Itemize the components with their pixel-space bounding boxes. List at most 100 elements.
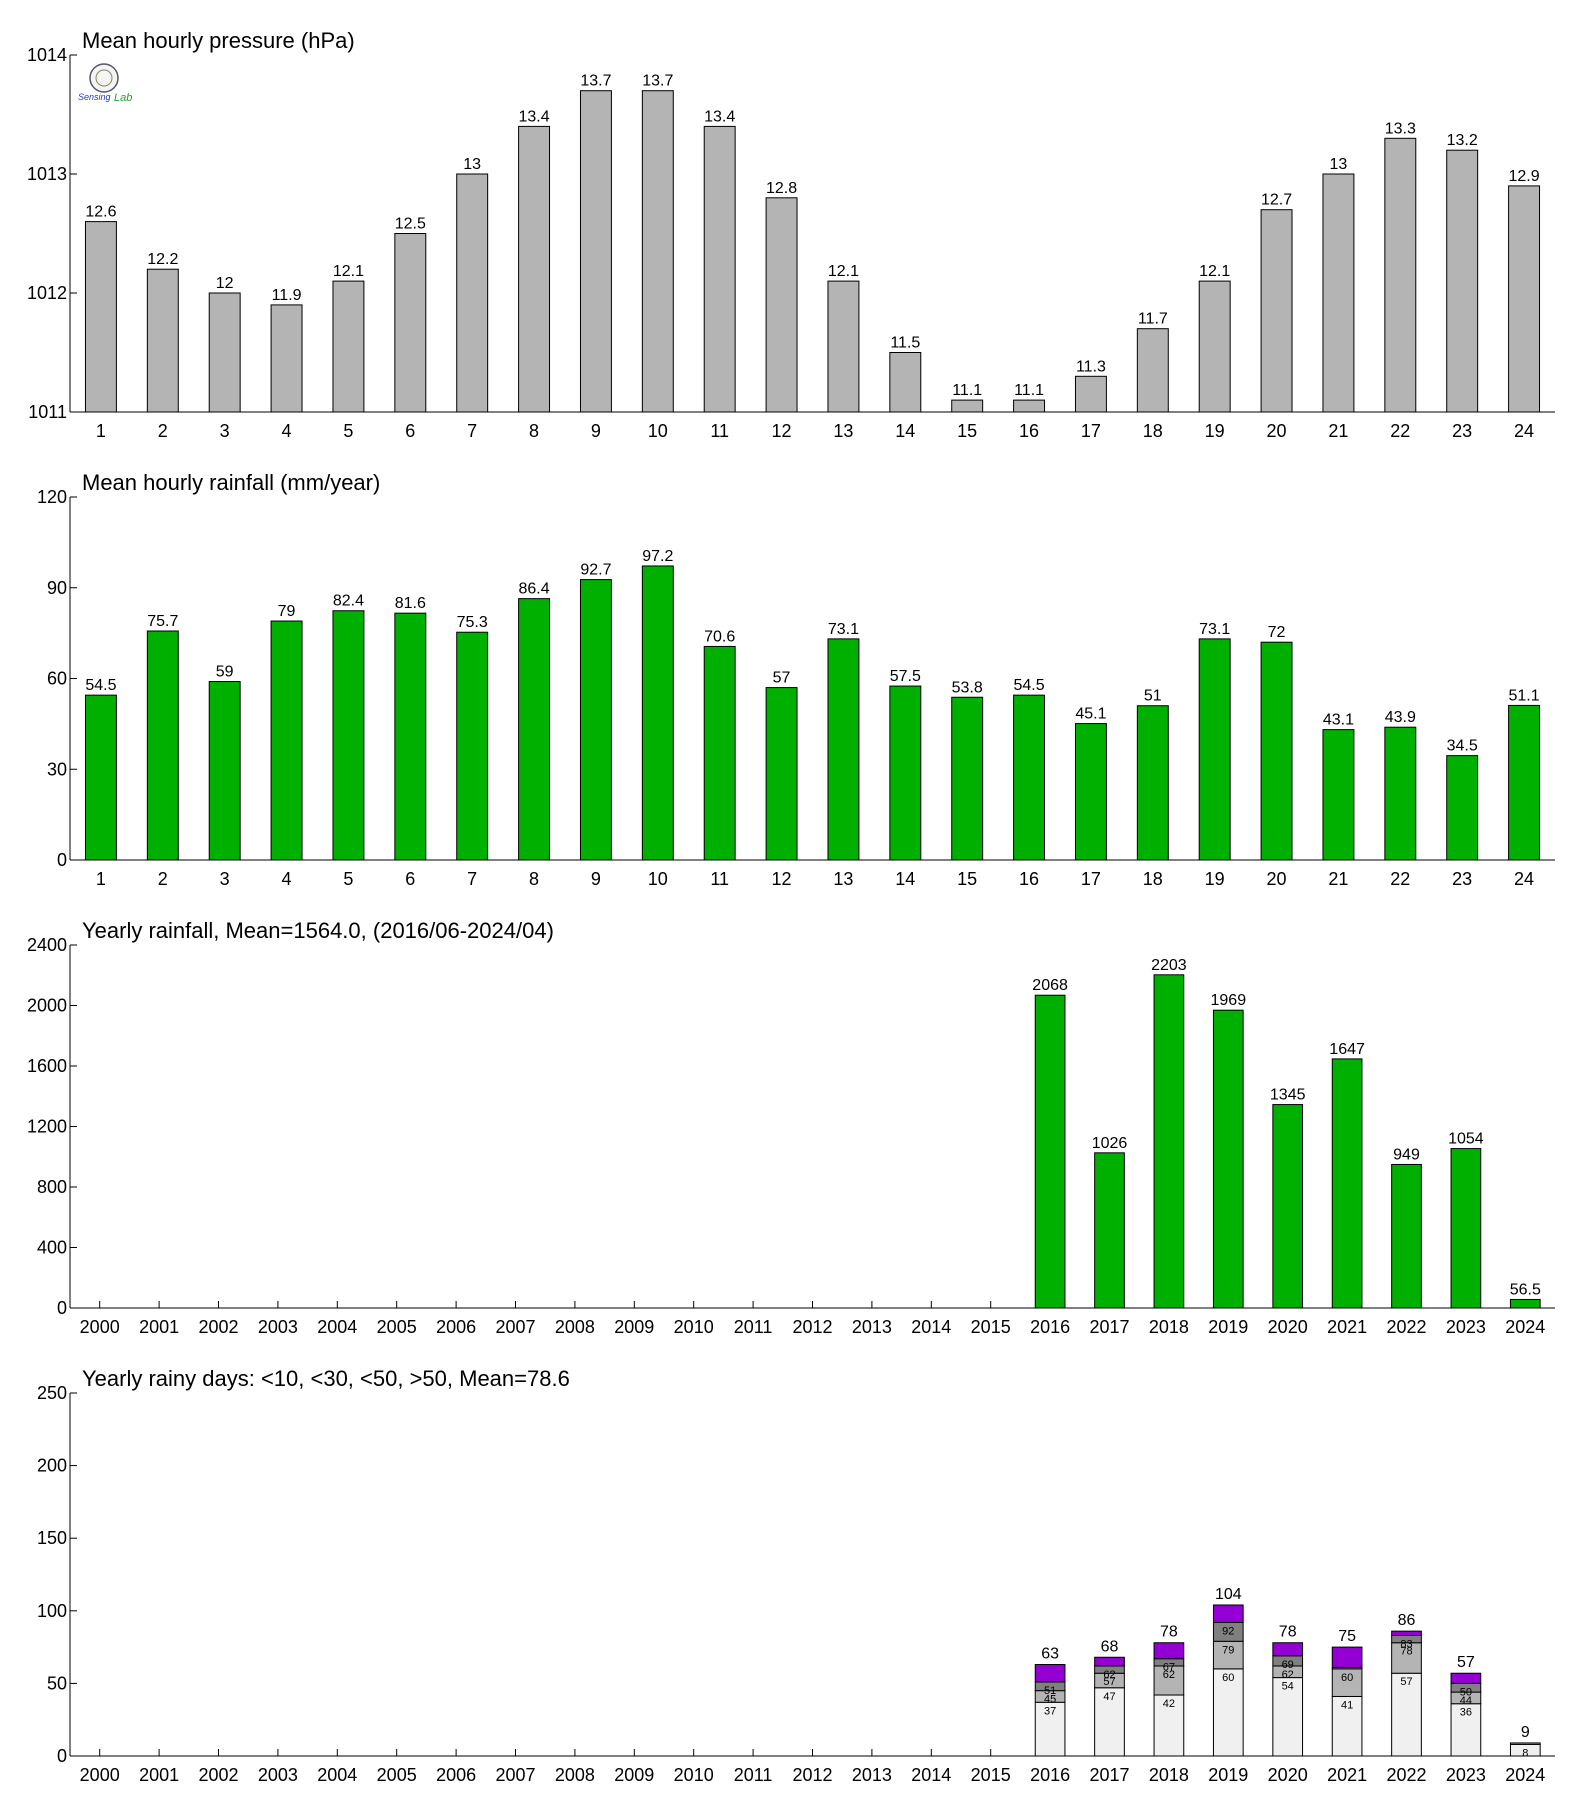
stacked-bar-segment [1034, 1701, 1066, 1757]
stacked-bar-segment [1153, 1642, 1185, 1660]
x-tick-label: 2013 [852, 1317, 892, 1337]
x-tick-label: 2008 [555, 1317, 595, 1337]
y-tick-label: 200 [37, 1456, 67, 1476]
bar-value-label: 12.1 [1199, 263, 1230, 280]
x-tick-label: 1 [96, 869, 106, 889]
bar [1384, 726, 1417, 861]
bar [1322, 729, 1355, 861]
stacked-total-label: 68 [1101, 1638, 1119, 1655]
x-tick-label: 18 [1143, 869, 1163, 889]
x-tick-label: 2007 [495, 1317, 535, 1337]
x-tick-label: 20 [1267, 421, 1287, 441]
stacked-segment-label: 41 [1341, 1699, 1353, 1711]
stacked-bar-segment [1153, 1694, 1185, 1757]
x-tick-label: 2017 [1089, 1317, 1129, 1337]
x-tick-label: 2012 [792, 1317, 832, 1337]
bar [951, 399, 984, 413]
bar-value-label: 13 [463, 156, 481, 173]
bar [951, 696, 984, 861]
x-tick-label: 2001 [139, 1317, 179, 1337]
bar-value-label: 82.4 [333, 593, 364, 610]
bar-value-label: 51 [1144, 688, 1162, 705]
stacked-bar-segment [1034, 1664, 1066, 1683]
bar-value-label: 13.7 [642, 73, 673, 90]
y-tick-label: 1600 [27, 1056, 67, 1076]
stacked-total-label: 78 [1279, 1624, 1297, 1641]
stacked-bar-segment [1450, 1672, 1482, 1684]
bar-value-label: 12.5 [395, 216, 426, 233]
x-tick-label: 2007 [495, 1765, 535, 1785]
bar-value-label: 54.5 [1013, 677, 1044, 694]
bar [1153, 974, 1185, 1309]
bar-value-label: 12 [216, 275, 234, 292]
stacked-bar-segment [1391, 1630, 1422, 1636]
x-tick-label: 2024 [1505, 1765, 1545, 1785]
bar [1508, 185, 1541, 413]
bar-value-label: 34.5 [1447, 738, 1478, 755]
x-tick-label: 2009 [614, 1317, 654, 1337]
bar-value-label: 11.3 [1076, 358, 1106, 375]
x-tick-label: 15 [957, 869, 977, 889]
bar [1198, 638, 1231, 861]
stacked-bar-segment [1331, 1668, 1363, 1697]
x-tick-label: 23 [1452, 869, 1472, 889]
bar [146, 268, 179, 413]
bar-value-label: 57.5 [890, 668, 921, 685]
stacked-total-label: 78 [1160, 1624, 1178, 1641]
x-tick-label: 2003 [258, 1317, 298, 1337]
logo-seal-inner-icon [95, 69, 113, 87]
bar [1322, 173, 1355, 413]
x-tick-label: 2014 [911, 1765, 951, 1785]
stacked-segment-label: 8 [1522, 1747, 1528, 1759]
x-tick-label: 14 [895, 869, 915, 889]
y-tick-label: 800 [37, 1177, 67, 1197]
x-tick-label: 2021 [1327, 1317, 1367, 1337]
y-tick-label: 2400 [27, 935, 67, 955]
x-tick-label: 2022 [1386, 1765, 1426, 1785]
chart-3: 0 400 800 1200 1600 2000 2400 Yearly rainfall, … [27, 918, 1555, 1337]
stacked-segment-label: 45 [1044, 1694, 1056, 1706]
bar-value-label: 79 [278, 603, 296, 620]
x-tick-label: 2016 [1030, 1317, 1070, 1337]
bar [889, 352, 922, 413]
bar [641, 565, 674, 861]
bar [827, 638, 860, 861]
stacked-segment-label: 50 [1460, 1686, 1472, 1698]
stacked-bar-segment [1094, 1687, 1125, 1757]
bar [332, 280, 365, 413]
bar [1508, 704, 1541, 861]
bar-value-label: 53.8 [952, 679, 983, 696]
x-tick-label: 2011 [734, 1765, 773, 1785]
logo: Sensing Lab [78, 63, 132, 104]
bar-value-label: 12.1 [333, 263, 364, 280]
x-tick-label: 2 [158, 869, 168, 889]
chart-title: Yearly rainy days: <10, <30, <50, >50, M… [82, 1366, 570, 1391]
bar-value-label: 2203 [1151, 957, 1187, 974]
chart-title: Mean hourly pressure (hPa) [82, 28, 355, 53]
x-tick-label: 5 [343, 869, 353, 889]
stacked-segment-label: 36 [1460, 1707, 1472, 1719]
x-tick-label: 21 [1328, 869, 1348, 889]
stacked-segment-label: 47 [1103, 1691, 1115, 1703]
logo-seal-icon [89, 63, 119, 93]
stacked-segment-label: 60 [1222, 1672, 1234, 1684]
x-tick-label: 12 [772, 869, 792, 889]
x-tick-label: 2016 [1030, 1765, 1070, 1785]
x-tick-label: 2014 [911, 1317, 951, 1337]
bar-value-label: 12.7 [1261, 192, 1292, 209]
bar [1446, 149, 1479, 413]
bar [1136, 328, 1169, 413]
x-tick-label: 19 [1205, 421, 1225, 441]
bar [456, 173, 489, 413]
y-tick-label: 120 [37, 487, 67, 507]
bar [579, 579, 612, 861]
bar [1074, 723, 1107, 861]
x-tick-label: 2004 [317, 1317, 357, 1337]
x-tick-label: 24 [1514, 421, 1534, 441]
y-tick-label: 250 [37, 1383, 67, 1403]
stacked-bar-segment [1331, 1646, 1363, 1668]
y-tick-label: 2000 [27, 996, 67, 1016]
bar-value-label: 13.4 [704, 108, 735, 125]
